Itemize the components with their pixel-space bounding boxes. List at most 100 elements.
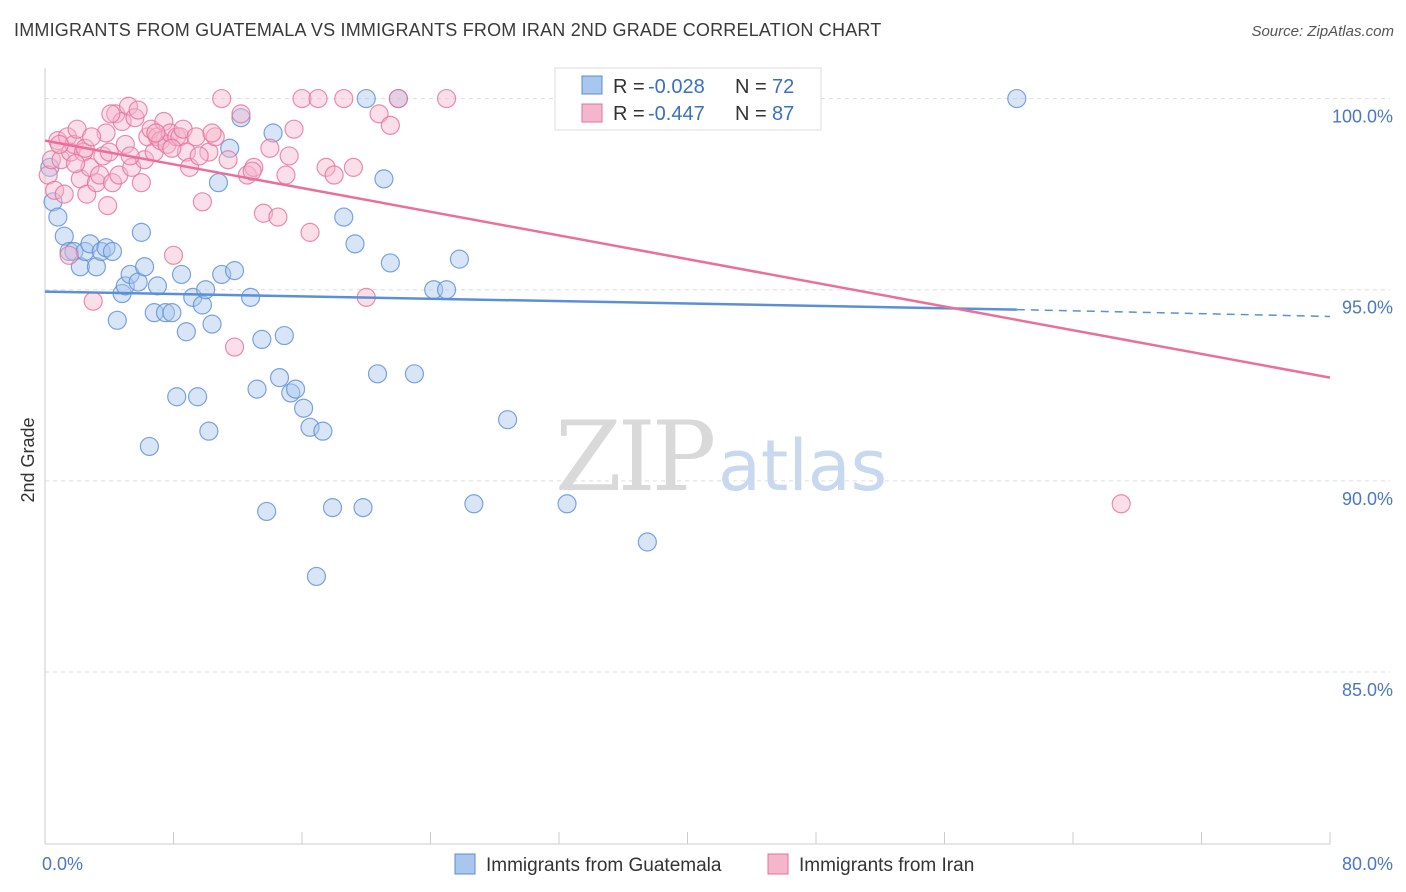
point-guatemala (139, 436, 160, 457)
watermark: ZIP atlas (555, 401, 887, 513)
point-iran (154, 111, 174, 132)
point-iran (115, 134, 135, 155)
point-iran (146, 123, 166, 143)
y-tick-label: 85.0% (1342, 680, 1393, 700)
x-tick-label: 0.0% (42, 854, 83, 874)
trendline-guatemala-extension (1016, 308, 1331, 318)
point-iran (163, 245, 184, 265)
point-guatemala (212, 264, 232, 285)
chart-title: IMMIGRANTS FROM GUATEMALA VS IMMIGRANTS … (14, 20, 882, 40)
point-guatemala (208, 173, 229, 193)
point-guatemala (313, 421, 333, 441)
point-guatemala (274, 325, 294, 346)
point-guatemala (374, 169, 394, 189)
point-guatemala (224, 261, 245, 281)
point-guatemala (285, 379, 306, 399)
point-guatemala (404, 364, 425, 384)
point-iran (276, 165, 296, 185)
point-guatemala (167, 387, 187, 407)
point-iran (186, 127, 206, 147)
point-iran (45, 180, 65, 200)
point-guatemala (300, 417, 320, 437)
point-iran (224, 337, 245, 357)
point-iran (242, 161, 262, 181)
point-guatemala (247, 379, 267, 399)
x-tick-label: 80.0% (1342, 854, 1393, 874)
point-iran (1111, 494, 1131, 514)
point-guatemala (637, 532, 657, 552)
trend-layer (44, 139, 1331, 379)
legend-n-label-0: N = (735, 76, 767, 98)
legend-r-value-1: -0.447 (648, 103, 705, 125)
point-iran (343, 157, 363, 177)
point-iran (334, 88, 354, 109)
y-axis-label: 2nd Grade (18, 417, 38, 502)
point-iran (231, 104, 251, 124)
point-iran (308, 88, 328, 109)
y-tick-label: 95.0% (1342, 298, 1393, 318)
point-iran (253, 203, 274, 223)
point-iran (260, 138, 280, 158)
axis-layer (44, 68, 1331, 845)
point-guatemala (257, 501, 277, 522)
point-iran (65, 153, 86, 174)
point-iran (292, 88, 312, 109)
point-iran (128, 100, 148, 120)
point-guatemala (147, 276, 168, 296)
point-guatemala (102, 241, 123, 262)
point-guatemala (334, 207, 354, 227)
y-tick-labels: 100.0% 95.0% 90.0% 85.0% (1332, 107, 1393, 700)
point-guatemala (449, 249, 470, 269)
series-legend-swatch-1 (767, 853, 789, 875)
series-legend-swatch-0 (454, 853, 476, 875)
point-iran (388, 88, 408, 109)
chart-source: Source: ZipAtlas.com (1251, 23, 1394, 40)
point-guatemala (86, 257, 107, 277)
point-iran (176, 142, 196, 162)
point-iran (324, 165, 344, 185)
point-guatemala (263, 123, 283, 143)
point-guatemala (367, 364, 388, 384)
watermark-atlas: atlas (718, 425, 887, 507)
point-iran (369, 104, 389, 124)
point-iran (436, 88, 457, 109)
point-guatemala (353, 498, 373, 518)
point-guatemala (131, 222, 151, 242)
point-guatemala (155, 303, 176, 323)
point-guatemala (356, 88, 376, 109)
point-iran (202, 123, 222, 143)
point-guatemala (557, 494, 577, 514)
point-guatemala (107, 310, 127, 330)
point-guatemala (306, 566, 327, 587)
legend-swatch-guatemala (581, 75, 603, 95)
point-guatemala (436, 280, 457, 300)
point-iran (218, 150, 238, 170)
point-guatemala (1007, 88, 1027, 109)
legend-n-value-1: 87 (772, 103, 794, 125)
point-guatemala (269, 368, 290, 388)
legend-swatch-iran (581, 103, 603, 123)
point-iran (162, 138, 182, 158)
point-guatemala (80, 234, 100, 254)
point-guatemala (70, 257, 90, 277)
series-legend-label-1: Immigrants from Iran (799, 855, 974, 876)
point-iran (300, 222, 320, 242)
point-iran (41, 150, 62, 170)
point-guatemala (40, 157, 60, 177)
point-iran (98, 196, 118, 216)
legend-r-label-1: R = (613, 103, 645, 125)
y-tick-label: 90.0% (1342, 489, 1393, 509)
point-iran (51, 150, 71, 170)
point-guatemala (322, 498, 343, 518)
point-guatemala (241, 287, 261, 307)
point-guatemala (199, 421, 219, 441)
point-guatemala (192, 295, 213, 315)
point-iran (279, 146, 299, 166)
legend-n-label-1: N = (735, 103, 767, 125)
point-iran (96, 123, 116, 143)
point-guatemala (134, 257, 155, 277)
x-tick-labels: 0.0% 80.0% (42, 854, 1393, 874)
point-guatemala (162, 303, 182, 323)
point-iran (81, 127, 102, 147)
